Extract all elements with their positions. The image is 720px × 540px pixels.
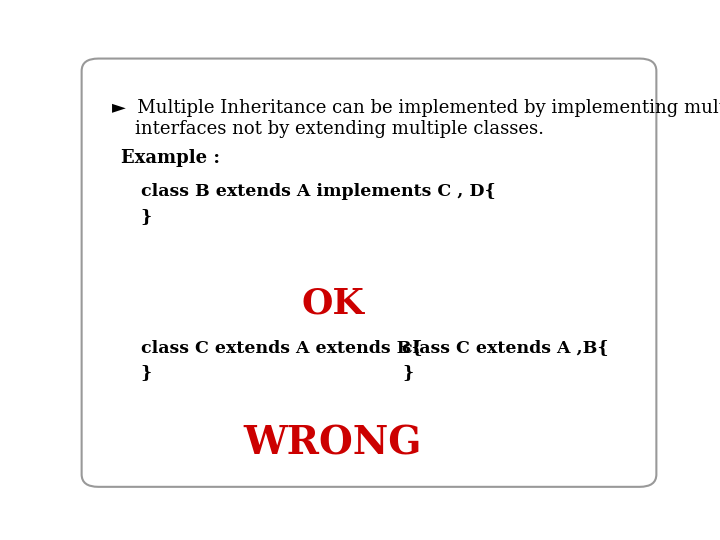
- Text: ►  Multiple Inheritance can be implemented by implementing multiple: ► Multiple Inheritance can be implemente…: [112, 99, 720, 118]
- Text: class C extends A extends B{: class C extends A extends B{: [129, 339, 423, 356]
- Text: }: }: [129, 208, 153, 225]
- Text: WRONG: WRONG: [243, 424, 422, 462]
- FancyBboxPatch shape: [81, 58, 657, 487]
- Text: }: }: [402, 364, 414, 381]
- Text: OK: OK: [301, 287, 364, 321]
- Text: }: }: [129, 364, 153, 381]
- Text: interfaces not by extending multiple classes.: interfaces not by extending multiple cla…: [112, 120, 544, 138]
- Text: Example :: Example :: [121, 150, 220, 167]
- Text: class B extends A implements C , D{: class B extends A implements C , D{: [129, 183, 496, 200]
- Text: class C extends A ,B{: class C extends A ,B{: [402, 339, 609, 356]
